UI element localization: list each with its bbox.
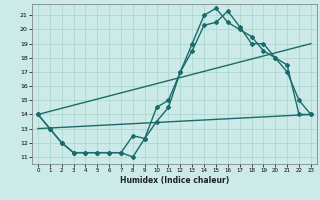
X-axis label: Humidex (Indice chaleur): Humidex (Indice chaleur) (120, 176, 229, 185)
